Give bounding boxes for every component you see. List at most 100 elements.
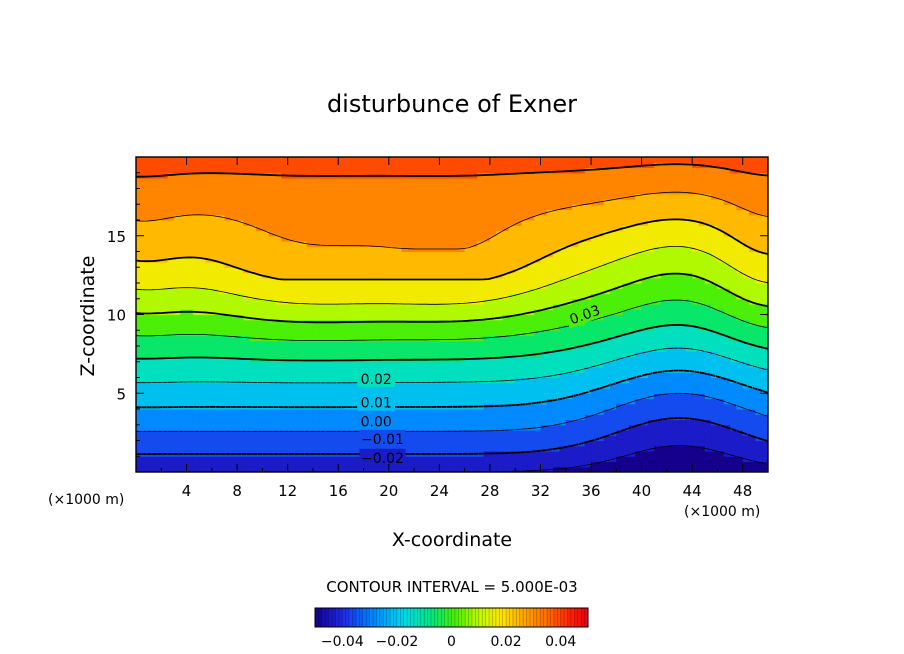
contour-cell: [230, 199, 238, 205]
contour-cell: [300, 162, 308, 169]
contour-cell: [350, 330, 358, 337]
contour-cell: [426, 167, 434, 174]
contour-cell: [628, 162, 636, 169]
contour-cell: [464, 283, 472, 289]
contour-cell: [294, 225, 301, 232]
contour-cell: [496, 304, 504, 310]
contour-cell: [249, 398, 257, 405]
contour-cell: [331, 346, 339, 352]
contour-cell: [268, 335, 276, 342]
contour-cell: [186, 388, 194, 394]
contour-cell: [603, 309, 611, 316]
contour-cell: [199, 377, 207, 384]
contour-cell: [458, 162, 466, 169]
contour-cell: [148, 314, 156, 321]
contour-cell: [584, 193, 592, 200]
contour-cell: [243, 288, 251, 295]
contour-cell: [420, 256, 428, 263]
contour-cell: [306, 162, 314, 169]
contour-cell: [433, 293, 440, 300]
contour-cell: [205, 325, 213, 331]
contour-cell: [262, 199, 270, 205]
contour-cell: [256, 262, 263, 268]
contour-cell: [218, 361, 226, 368]
contour-cell: [496, 178, 504, 184]
contour-cell: [641, 440, 649, 447]
contour-cell: [458, 377, 466, 384]
contour-cell: [224, 157, 232, 163]
contour-cell: [300, 167, 308, 174]
contour-cell: [477, 377, 485, 384]
contour-cell: [584, 335, 592, 342]
contour-cell: [534, 188, 542, 195]
contour-cell: [439, 367, 447, 373]
contour-cell: [136, 382, 143, 389]
contour-cell: [136, 293, 143, 300]
contour-cell: [312, 445, 320, 452]
contour-cell: [136, 241, 143, 247]
contour-cell: [603, 193, 611, 200]
contour-cell: [496, 204, 504, 211]
contour-cell: [483, 283, 491, 289]
contour-cell: [331, 157, 339, 163]
contour-cell: [578, 424, 586, 431]
contour-cell: [553, 193, 561, 200]
contour-cell: [249, 157, 257, 163]
contour-cell: [363, 167, 371, 174]
contour-cell: [363, 367, 371, 373]
contour-cell: [363, 298, 371, 305]
contour-cell: [256, 214, 263, 221]
contour-cell: [205, 346, 213, 352]
contour-cell: [445, 167, 453, 174]
contour-cell: [218, 461, 226, 468]
contour-cell: [180, 435, 188, 442]
contour-cell: [420, 230, 428, 237]
contour-cell: [211, 288, 219, 295]
contour-cell: [464, 230, 472, 237]
contour-cell: [452, 262, 459, 268]
contour-cell: [294, 409, 301, 415]
contour-cell: [154, 209, 162, 216]
contour-cell: [553, 309, 561, 316]
contour-cell: [553, 435, 561, 442]
contour-cell: [357, 183, 365, 190]
contour-cell: [287, 225, 295, 232]
contour-cell: [660, 403, 668, 410]
contour-cell: [331, 440, 339, 447]
contour-cell: [635, 204, 643, 211]
contour-cell: [192, 262, 200, 268]
contour-cell: [186, 435, 194, 442]
contour-cell: [489, 456, 497, 463]
contour-cell: [148, 466, 156, 472]
contour-cell: [218, 199, 226, 205]
contour-cell: [325, 267, 333, 274]
contour-cell: [148, 388, 156, 394]
contour-cell: [508, 382, 516, 389]
contour-cell: [319, 340, 327, 347]
contour-cell: [363, 288, 371, 295]
contour-cell: [376, 209, 384, 216]
contour-cell: [294, 298, 301, 305]
contour-cell: [262, 414, 270, 421]
contour-cell: [578, 251, 586, 258]
contour-cell: [338, 309, 346, 316]
contour-cell: [338, 361, 346, 368]
contour-cell: [173, 267, 181, 274]
contour-cell: [388, 157, 396, 163]
contour-cell: [350, 440, 358, 447]
contour-cell: [230, 356, 238, 363]
contour-cell: [452, 199, 459, 205]
contour-cell: [502, 430, 510, 436]
contour-cell: [407, 388, 415, 394]
contour-cell: [546, 246, 554, 253]
contour-cell: [660, 398, 668, 405]
contour-cell: [237, 456, 245, 463]
contour-cell: [464, 246, 472, 253]
contour-cell: [142, 440, 150, 447]
contour-cell: [540, 414, 548, 421]
contour-cell: [477, 351, 485, 358]
contour-cell: [578, 209, 586, 216]
contour-cell: [654, 445, 662, 452]
contour-cell: [312, 356, 320, 363]
contour-cell: [647, 178, 655, 184]
